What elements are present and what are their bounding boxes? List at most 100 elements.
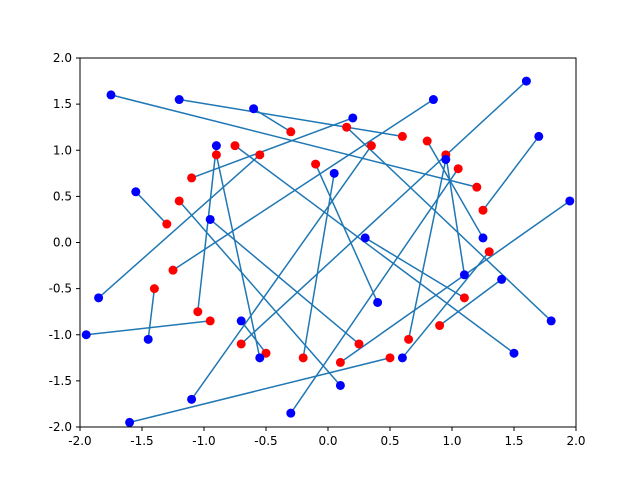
red-point (187, 173, 197, 183)
connection-line (129, 357, 391, 424)
x-tick-label: 1.5 (504, 434, 523, 448)
red-point (354, 339, 364, 349)
connection-line (147, 288, 156, 340)
blue-point (441, 154, 451, 164)
x-tick-label: 0.0 (318, 434, 337, 448)
red-point (261, 348, 271, 358)
red-point (298, 353, 308, 363)
connection-line (240, 80, 527, 345)
connection-line (178, 200, 341, 386)
connection-line (401, 251, 490, 359)
connection-line (426, 140, 484, 239)
blue-point (497, 274, 507, 284)
connection-line (314, 163, 379, 303)
blue-point (478, 233, 488, 243)
blue-point (211, 141, 221, 151)
connection-line (135, 191, 168, 225)
red-point (366, 141, 376, 151)
connection-line (234, 145, 515, 354)
blue-point (187, 394, 197, 404)
red-point (149, 284, 159, 294)
y-tick-label: -1.5 (49, 374, 72, 388)
connection-line (190, 145, 373, 400)
y-tick-label: 1.5 (53, 97, 72, 111)
blue-point (373, 297, 383, 307)
red-point (422, 136, 432, 146)
blue-point (546, 316, 556, 326)
blue-point (94, 293, 104, 303)
connection-line (302, 173, 335, 358)
y-tick-label: -0.5 (49, 282, 72, 296)
connection-line (179, 98, 403, 138)
blue-point (360, 233, 370, 243)
connection-line (482, 135, 540, 211)
blue-point (509, 348, 519, 358)
x-tick-label: 2.0 (566, 434, 585, 448)
connection-line (172, 98, 434, 271)
red-point (472, 182, 482, 192)
blue-point (286, 408, 296, 418)
blue-point (249, 104, 259, 114)
blue-point (534, 131, 544, 141)
x-tick-label: -1.5 (130, 434, 153, 448)
y-tick-label: -1.0 (49, 328, 72, 342)
connection-line (209, 218, 360, 345)
blue-point (428, 95, 438, 105)
blue-point (459, 270, 469, 280)
x-tick-label: -1.0 (192, 434, 215, 448)
y-tick-label: 2.0 (53, 51, 72, 65)
y-tick-label: -2.0 (49, 420, 72, 434)
x-tick-label: -0.5 (254, 434, 277, 448)
red-point (342, 122, 352, 132)
blue-point (348, 113, 358, 123)
connection-line (240, 320, 267, 354)
red-point (397, 131, 407, 141)
red-point (162, 219, 172, 229)
connection-lines (86, 80, 571, 424)
y-tick-label: 1.0 (53, 143, 72, 157)
red-point (335, 357, 345, 367)
red-point (286, 127, 296, 137)
red-point (255, 150, 265, 160)
connection-line (407, 159, 447, 340)
connection-line (86, 320, 211, 336)
red-point (404, 334, 414, 344)
blue-point (335, 380, 345, 390)
red-point (459, 293, 469, 303)
connection-line (439, 278, 503, 327)
x-tick-label: -2.0 (68, 434, 91, 448)
red-point (211, 150, 221, 160)
connection-line (253, 108, 292, 133)
connection-line (346, 126, 552, 322)
connection-line (98, 154, 261, 299)
red-point (478, 205, 488, 215)
blue-point (255, 353, 265, 363)
connection-line (339, 200, 571, 364)
red-point (174, 196, 184, 206)
red-point (385, 353, 395, 363)
connection-line (197, 145, 218, 312)
x-tick-label: 1.0 (442, 434, 461, 448)
point-markers (81, 76, 575, 427)
red-point (236, 339, 246, 349)
connection-line (364, 237, 465, 299)
y-axis-ticks: -2.0 -1.5 -1.0 -0.5 0.0 0.5 1.0 1.5 2.0 (49, 51, 80, 434)
blue-point (174, 95, 184, 105)
blue-point (143, 334, 153, 344)
x-axis-ticks: -2.0 -1.5 -1.0 -0.5 0.0 0.5 1.0 1.5 2.0 (68, 427, 586, 448)
blue-point (131, 187, 141, 197)
connection-line (110, 94, 477, 188)
blue-point (81, 330, 91, 340)
red-point (311, 159, 321, 169)
y-tick-label: 0.0 (53, 236, 72, 250)
red-point (435, 321, 445, 331)
blue-point (106, 90, 116, 100)
blue-point (565, 196, 575, 206)
y-tick-label: 0.5 (53, 189, 72, 203)
connection-line (290, 168, 459, 414)
blue-point (521, 76, 531, 86)
blue-point (236, 316, 246, 326)
red-point (205, 316, 215, 326)
red-point (484, 247, 494, 257)
